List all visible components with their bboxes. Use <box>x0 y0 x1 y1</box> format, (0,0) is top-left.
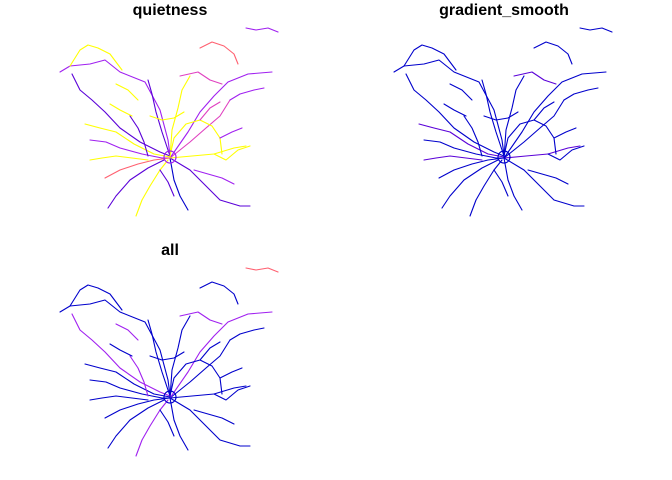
route-segment <box>69 284 123 311</box>
route-segment <box>129 355 149 397</box>
route-segment <box>89 379 171 399</box>
route-segment <box>135 399 169 457</box>
route-segment <box>169 99 231 159</box>
route-segment <box>84 123 171 158</box>
route-segment <box>423 139 505 159</box>
route-segment <box>493 169 509 197</box>
route-segment <box>503 99 565 159</box>
route-segment <box>135 159 169 217</box>
route-segment <box>229 87 265 101</box>
route-segment <box>169 315 191 399</box>
route-segment <box>219 127 243 139</box>
route-segment <box>169 397 251 447</box>
route-segment <box>483 111 519 121</box>
route-segment <box>84 363 171 398</box>
route-segment <box>481 79 505 157</box>
route-segment <box>115 323 139 341</box>
route-segment <box>89 139 171 159</box>
route-segment <box>213 145 251 161</box>
route-segment <box>199 341 221 361</box>
route-segment <box>219 367 243 379</box>
route-segment <box>69 44 123 71</box>
route-segment <box>199 41 239 65</box>
route-segment <box>503 119 557 157</box>
route-segment <box>104 157 171 179</box>
route-segment <box>169 157 251 207</box>
route-segment <box>169 71 273 159</box>
route-segment <box>159 169 175 197</box>
map-all <box>59 267 279 457</box>
route-segment <box>533 41 573 65</box>
map-gradient-smooth <box>393 27 613 217</box>
route-segment <box>403 44 457 71</box>
route-segment <box>199 281 239 305</box>
route-segment <box>129 115 149 157</box>
route-segment <box>71 73 171 157</box>
route-segment <box>169 339 231 399</box>
city-centre-ring <box>163 390 177 404</box>
route-segment <box>89 395 149 401</box>
route-segment <box>547 145 585 161</box>
route-segment <box>147 319 171 397</box>
route-segment <box>59 59 171 156</box>
route-segment <box>213 385 251 401</box>
route-segment <box>503 145 581 159</box>
route-segment <box>449 83 473 101</box>
route-segment <box>503 71 607 159</box>
route-segment <box>107 399 165 449</box>
route-segment <box>463 115 483 157</box>
route-segment <box>169 359 223 397</box>
route-segment <box>553 127 577 139</box>
route-segment <box>71 313 171 397</box>
route-segment <box>423 155 483 161</box>
route-segment <box>245 267 279 273</box>
route-segment <box>169 157 189 211</box>
route-segment <box>169 311 273 399</box>
route-segment <box>513 71 557 85</box>
route-segment <box>579 27 613 33</box>
route-segment <box>527 169 569 185</box>
route-segment <box>147 79 171 157</box>
route-segment <box>169 75 191 159</box>
route-segment <box>503 157 585 207</box>
city-centre-ring <box>497 150 511 164</box>
route-segment <box>169 145 247 159</box>
route-segment <box>443 103 467 117</box>
route-segment <box>193 169 235 185</box>
route-segment <box>107 159 165 209</box>
route-segment <box>193 409 235 425</box>
route-segment <box>149 111 185 121</box>
route-segment <box>149 351 185 361</box>
route-segment <box>89 155 149 161</box>
route-segment <box>405 73 505 157</box>
route-segment <box>533 101 555 121</box>
route-segment <box>104 397 171 419</box>
panel-title-all: all <box>161 242 179 259</box>
route-segment <box>179 311 223 325</box>
panel-title-quietness: quietness <box>132 2 208 19</box>
route-segment <box>59 299 171 396</box>
route-segment <box>245 27 279 33</box>
map-quietness <box>59 27 279 217</box>
route-segment <box>169 119 223 157</box>
route-segment <box>179 71 223 85</box>
route-segment <box>115 83 139 101</box>
route-segment <box>169 397 189 451</box>
route-segment <box>109 343 133 357</box>
route-segment <box>199 101 221 121</box>
route-segment <box>438 157 505 179</box>
route-segment <box>469 159 503 217</box>
route-segment <box>229 327 265 341</box>
panel-title-gradient-smooth: gradient_smooth <box>439 2 569 19</box>
route-segment <box>169 385 247 399</box>
route-segment <box>441 159 499 209</box>
route-segment <box>503 75 525 159</box>
route-segment <box>563 87 599 101</box>
route-segment <box>393 59 505 156</box>
route-segment <box>109 103 133 117</box>
city-centre-ring <box>163 150 177 164</box>
route-segment <box>159 409 175 437</box>
route-segment <box>503 157 523 211</box>
route-segment <box>418 123 505 158</box>
